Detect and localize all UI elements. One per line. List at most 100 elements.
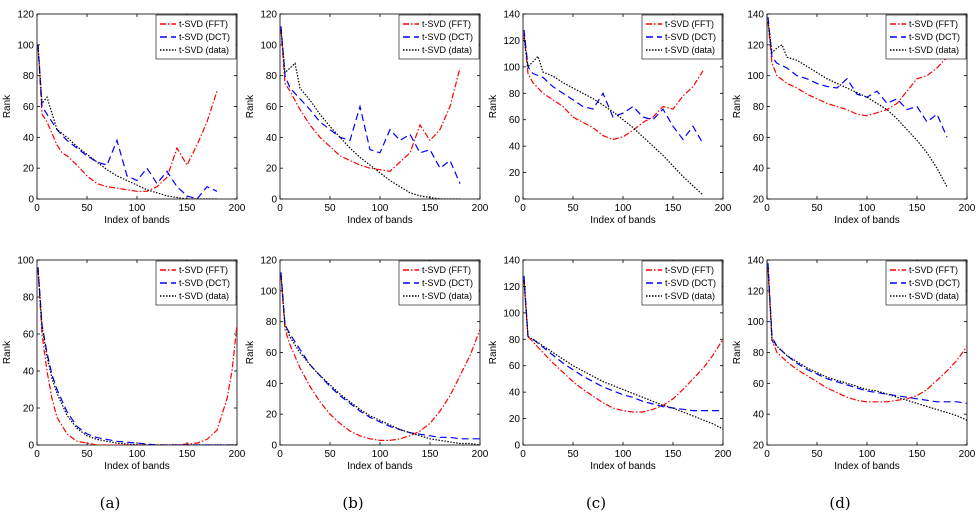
- series-line-dct: [280, 26, 461, 184]
- x-tick-label: 0: [34, 449, 40, 460]
- x-tick-label: 150: [665, 449, 682, 460]
- y-tick-label: 40: [509, 142, 521, 153]
- x-axis-label: Index of bands: [834, 461, 900, 472]
- legend-label-dct: t-SVD (DCT): [909, 32, 960, 42]
- y-tick-label: 20: [23, 404, 35, 415]
- y-axis-label: Rank: [2, 94, 13, 118]
- legend-box: [155, 260, 237, 306]
- legend-label-data: t-SVD (data): [665, 291, 715, 301]
- y-tick-label: 40: [23, 133, 35, 144]
- y-tick-label: 120: [503, 36, 520, 47]
- y-tick-label: 60: [509, 115, 521, 126]
- series-line-dct: [767, 263, 967, 404]
- subfigure-caption: (b): [342, 494, 363, 512]
- chart-panel-b-bottom: 0 50 100 150 200 0 20 40 60 80 100 120 Index of band…: [245, 256, 489, 473]
- y-tick-label: 40: [753, 410, 765, 421]
- y-tick-label: 80: [509, 335, 521, 346]
- legend-label-dct: t-SVD (DCT): [422, 278, 473, 288]
- series-line-fft: [37, 269, 237, 445]
- y-tick-label: 100: [747, 71, 764, 82]
- y-tick-label: 100: [260, 40, 277, 51]
- y-tick-label: 0: [271, 195, 277, 206]
- x-axis-label: Index of bands: [347, 461, 413, 472]
- x-tick-label: 200: [472, 449, 489, 460]
- x-tick-label: 100: [129, 449, 146, 460]
- x-tick-label: 0: [520, 203, 526, 214]
- x-tick-label: 200: [715, 449, 732, 460]
- y-tick-label: 140: [503, 256, 520, 267]
- chart-panel-d-top: 0 50 100 150 200 20 40 60 80 100 120 140 Index of ba…: [732, 10, 976, 227]
- y-tick-label: 0: [514, 195, 520, 206]
- y-axis-label: Rank: [245, 340, 256, 364]
- series-line-dct: [767, 17, 948, 138]
- chart-panel-c-bottom: 0 50 100 150 200 0 20 40 60 80 100 120 140 Index of b…: [488, 256, 732, 473]
- legend-box: [398, 14, 480, 60]
- legend-label-data: t-SVD (data): [179, 291, 229, 301]
- legend-label-fft: t-SVD (FFT): [665, 19, 714, 29]
- x-tick-label: 200: [959, 449, 976, 460]
- y-tick-label: 120: [260, 256, 277, 267]
- x-tick-label: 0: [764, 449, 770, 460]
- legend-label-fft: t-SVD (FFT): [422, 265, 471, 275]
- x-tick-label: 150: [422, 203, 439, 214]
- y-tick-label: 20: [509, 414, 521, 425]
- series-line-data: [767, 267, 967, 421]
- series-line-fft: [280, 275, 480, 441]
- x-tick-label: 50: [811, 203, 823, 214]
- x-tick-label: 200: [229, 449, 246, 460]
- legend-label-dct: t-SVD (DCT): [179, 32, 230, 42]
- chart-panel-d-bottom: 0 50 100 150 200 20 40 60 80 100 120 140 Index of ba…: [732, 256, 976, 473]
- y-tick-label: 40: [23, 367, 35, 378]
- series-line-fft: [767, 21, 948, 117]
- series-line-fft: [37, 44, 218, 192]
- x-tick-label: 0: [764, 203, 770, 214]
- legend-label-data: t-SVD (data): [909, 45, 959, 55]
- legend-label-dct: t-SVD (DCT): [179, 278, 230, 288]
- y-tick-label: 80: [23, 293, 35, 304]
- series-line-fft: [523, 33, 704, 141]
- x-tick-label: 50: [811, 449, 823, 460]
- subfigure-caption: (d): [829, 494, 850, 512]
- legend-box: [885, 14, 967, 60]
- y-tick-label: 120: [503, 282, 520, 293]
- legend-label-data: t-SVD (data): [179, 45, 229, 55]
- x-tick-label: 200: [959, 203, 976, 214]
- y-tick-label: 40: [266, 133, 278, 144]
- y-axis-label: Rank: [732, 94, 743, 118]
- series-line-dct: [523, 275, 723, 412]
- x-tick-label: 0: [520, 449, 526, 460]
- y-tick-label: 60: [266, 348, 278, 359]
- x-axis-label: Index of bands: [590, 215, 656, 226]
- y-tick-label: 80: [266, 317, 278, 328]
- legend-box: [398, 260, 480, 306]
- series-line-fft: [767, 267, 967, 403]
- x-tick-label: 50: [81, 203, 93, 214]
- x-tick-label: 100: [615, 203, 632, 214]
- y-tick-label: 60: [23, 330, 35, 341]
- y-tick-label: 100: [17, 256, 34, 267]
- y-tick-label: 60: [509, 361, 521, 372]
- x-axis-label: Index of bands: [347, 215, 413, 226]
- y-tick-label: 100: [260, 286, 277, 297]
- y-tick-label: 120: [17, 10, 34, 21]
- chart-panel-c-top: 0 50 100 150 200 0 20 40 60 80 100 120 140 Index of b…: [488, 10, 732, 227]
- legend-label-dct: t-SVD (DCT): [665, 32, 716, 42]
- x-tick-label: 0: [277, 449, 283, 460]
- y-axis-label: Rank: [245, 94, 256, 118]
- legend-label-fft: t-SVD (FFT): [422, 19, 471, 29]
- series-line-dct: [280, 272, 480, 440]
- legend-box: [641, 14, 723, 60]
- y-tick-label: 140: [503, 10, 520, 21]
- x-tick-label: 150: [909, 203, 926, 214]
- y-tick-label: 100: [503, 308, 520, 319]
- x-tick-label: 0: [34, 203, 40, 214]
- series-line-data: [280, 29, 460, 199]
- x-tick-label: 100: [859, 203, 876, 214]
- y-tick-label: 0: [514, 441, 520, 452]
- y-tick-label: 80: [509, 89, 521, 100]
- y-tick-label: 20: [753, 195, 765, 206]
- subfigure-caption: (a): [100, 494, 121, 512]
- x-tick-label: 100: [372, 203, 389, 214]
- legend-label-data: t-SVD (data): [665, 45, 715, 55]
